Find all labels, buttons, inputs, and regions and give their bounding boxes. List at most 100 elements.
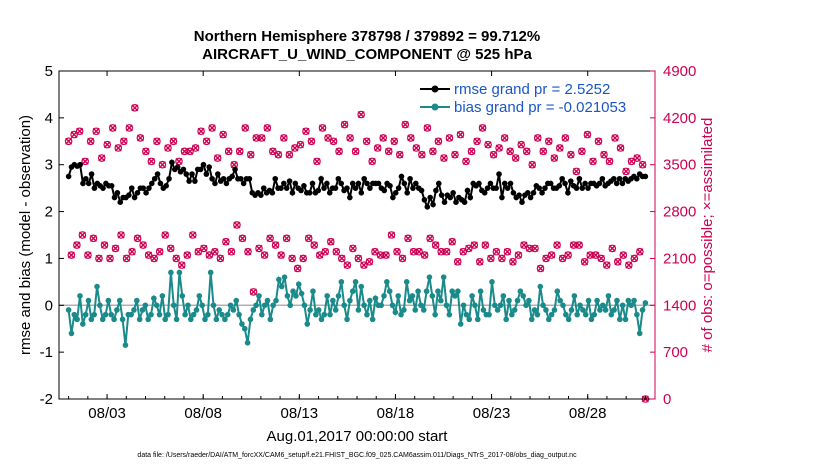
obs-possible-marker xyxy=(164,144,172,152)
obs-assimilated-marker xyxy=(181,147,189,155)
bias-point xyxy=(622,316,629,323)
obs-possible-marker xyxy=(67,251,76,259)
rmse-point xyxy=(519,199,525,205)
obs-possible-marker xyxy=(437,247,445,256)
rmse-point xyxy=(573,185,580,191)
bias-point xyxy=(148,311,154,318)
obs-assimilated-marker xyxy=(169,137,177,145)
bias-point xyxy=(332,307,339,313)
obs-possible-marker xyxy=(473,137,481,146)
obs-possible-marker xyxy=(216,254,225,263)
rmse-point xyxy=(464,187,471,194)
obs-possible-marker xyxy=(238,234,247,243)
obs-possible-marker xyxy=(558,254,567,263)
obs-assimilated-marker xyxy=(67,251,75,259)
obs-assimilated-marker xyxy=(189,231,197,239)
bias-point xyxy=(190,311,197,318)
bias-point xyxy=(608,311,615,318)
bias-point xyxy=(477,288,484,295)
obs-possible-marker xyxy=(373,144,382,152)
bias-point xyxy=(116,297,123,304)
bias-point xyxy=(77,293,83,299)
right-tick-label: 2100 xyxy=(663,250,696,267)
obs-assimilated-marker xyxy=(261,251,269,259)
obs-possible-marker xyxy=(484,140,492,149)
rmse-point xyxy=(212,180,218,187)
rmse-point xyxy=(487,180,494,187)
obs-possible-marker xyxy=(597,254,606,263)
obs-assimilated-marker xyxy=(222,238,230,246)
rmse-point xyxy=(387,183,393,189)
bias-point xyxy=(523,302,529,309)
obs-assimilated-marker xyxy=(429,147,437,155)
obs-assimilated-marker xyxy=(421,251,429,259)
bias-point xyxy=(557,297,563,304)
bias-point xyxy=(366,297,373,304)
obs-assimilated-marker xyxy=(512,154,520,162)
bias-point xyxy=(625,297,632,304)
rmse-point xyxy=(335,175,342,182)
bias-point xyxy=(304,321,311,327)
obs-possible-marker xyxy=(605,157,614,166)
obs-possible-marker xyxy=(97,154,106,162)
bias-point xyxy=(588,316,595,323)
bias-point xyxy=(636,330,643,337)
obs-possible-marker xyxy=(89,234,98,243)
obs-possible-marker xyxy=(440,154,448,162)
rmse-point xyxy=(272,175,279,182)
obs-assimilated-marker xyxy=(363,137,371,145)
left-tick-label: 4 xyxy=(45,110,53,127)
bias-point xyxy=(577,302,583,309)
left-tick-label: -2 xyxy=(40,391,53,408)
right-tick-label: 4900 xyxy=(663,63,696,80)
bias-point xyxy=(256,293,262,299)
bias-point xyxy=(219,311,225,318)
obs-possible-marker xyxy=(329,137,338,146)
obs-possible-marker xyxy=(354,254,363,263)
bias-point xyxy=(170,302,177,309)
obs-assimilated-marker xyxy=(161,231,169,239)
obs-assimilated-marker xyxy=(484,141,492,149)
obs-assimilated-marker xyxy=(399,254,407,262)
rmse-point xyxy=(559,175,565,182)
rmse-point xyxy=(507,180,514,187)
obs-possible-marker xyxy=(186,147,194,156)
obs-assimilated-marker xyxy=(172,254,180,262)
rmse-point xyxy=(154,171,161,177)
obs-assimilated-marker xyxy=(136,134,144,142)
obs-possible-marker xyxy=(580,257,589,266)
obs-possible-marker xyxy=(208,124,216,132)
rmse-point xyxy=(364,180,370,187)
rmse-point xyxy=(381,187,388,194)
obs-assimilated-marker xyxy=(423,124,431,132)
obs-assimilated-marker xyxy=(147,157,155,165)
bias-point xyxy=(605,293,612,299)
obs-possible-marker xyxy=(489,150,498,159)
rmse-point xyxy=(410,185,416,191)
bias-point xyxy=(85,297,92,304)
obs-possible-marker xyxy=(122,254,131,263)
obs-assimilated-marker xyxy=(164,144,172,152)
obs-assimilated-marker xyxy=(432,241,440,249)
x-axis-label: Aug.01,2017 00:00:00 start xyxy=(267,428,449,445)
legend: rmse grand pr = 2.5252 bias grand pr = -… xyxy=(420,81,626,116)
rmse-point xyxy=(163,183,169,189)
rmse-point xyxy=(516,192,522,198)
obs-possible-marker xyxy=(600,150,608,159)
obs-assimilated-marker xyxy=(280,134,288,142)
obs-possible-marker xyxy=(550,154,559,162)
rmse-point xyxy=(183,171,190,177)
obs-assimilated-marker xyxy=(354,254,362,262)
bias-point xyxy=(415,288,421,295)
obs-possible-marker xyxy=(533,134,542,142)
obs-possible-marker xyxy=(539,147,548,156)
bias-point xyxy=(207,269,214,276)
obs-assimilated-marker xyxy=(109,124,117,132)
obs-possible-marker xyxy=(222,237,230,246)
obs-possible-marker xyxy=(434,137,443,146)
bias-point xyxy=(526,297,532,304)
bias-point xyxy=(341,302,348,309)
obs-assimilated-marker xyxy=(368,157,376,165)
obs-possible-marker xyxy=(442,247,451,256)
obs-assimilated-marker xyxy=(608,244,616,252)
